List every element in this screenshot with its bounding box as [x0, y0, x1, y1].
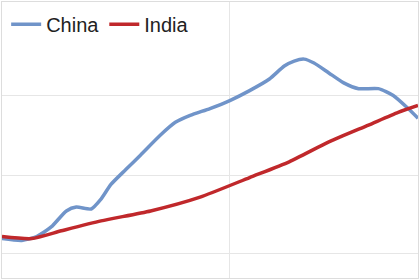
svg-text:China: China — [46, 14, 99, 36]
svg-text:India: India — [144, 14, 188, 36]
